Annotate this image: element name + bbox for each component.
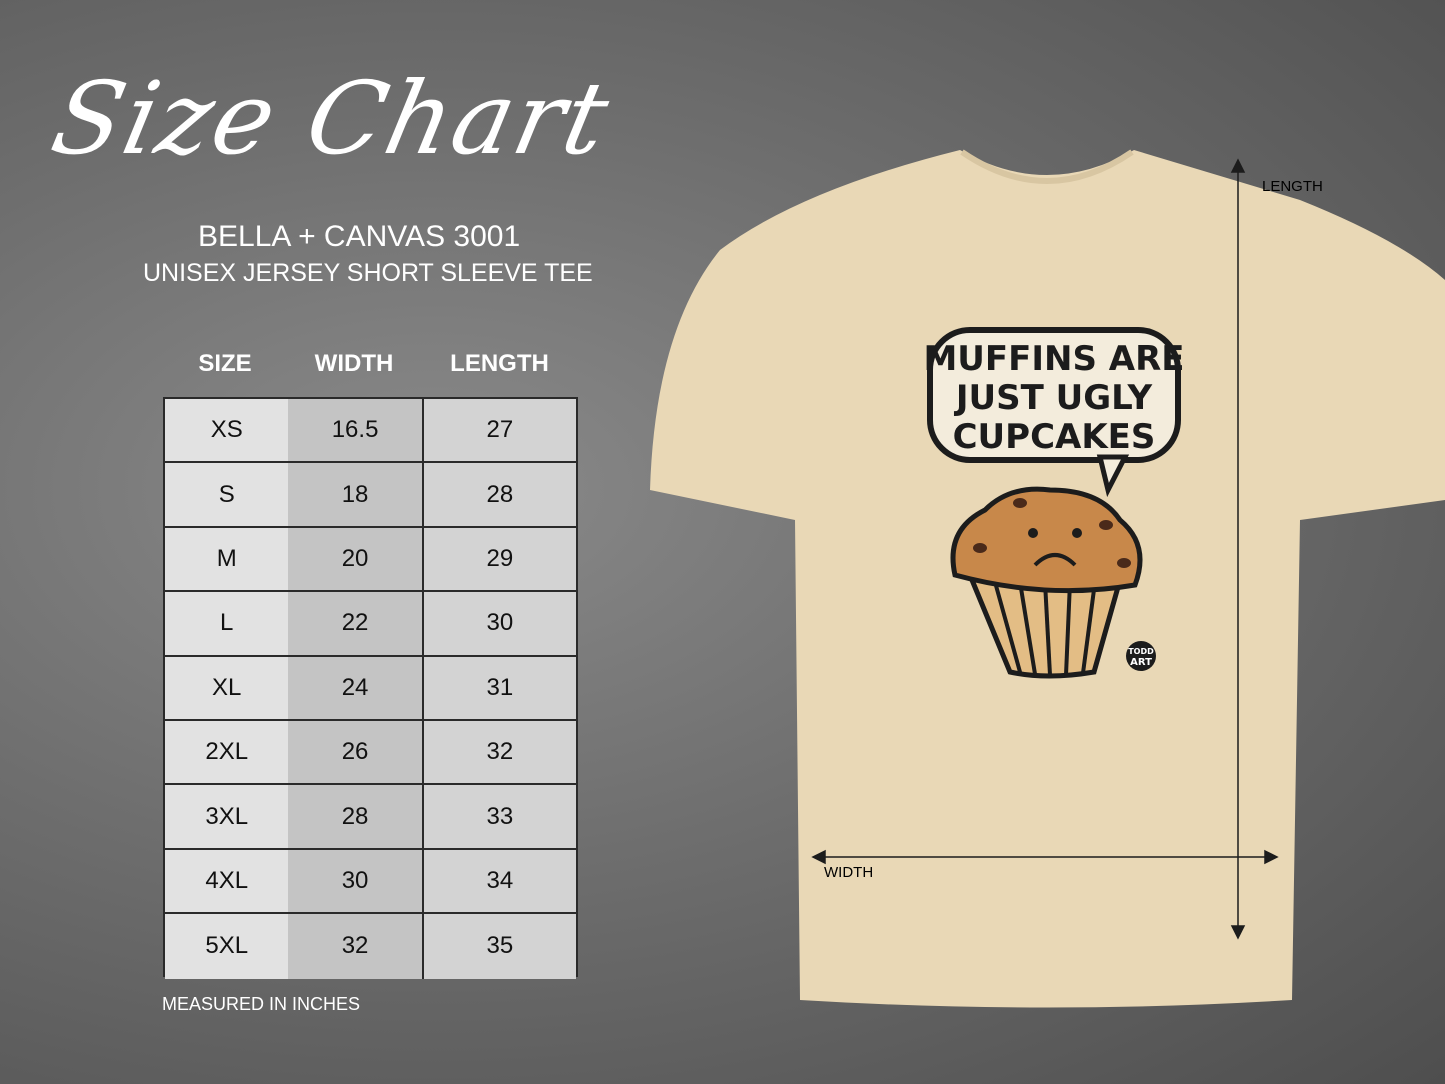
units-note: MEASURED IN INCHES xyxy=(162,994,361,1014)
size-cell: M xyxy=(165,527,289,591)
size-table: XS 16.5 27 S 18 28 M 20 29 L 22 30 XL 24 31 2XL 26 32 3XL 2… xyxy=(163,397,578,979)
length-cell: 31 xyxy=(423,656,576,719)
length-cell: 32 xyxy=(423,721,576,784)
length-cell: 29 xyxy=(423,527,576,591)
width-cell: 32 xyxy=(288,914,424,979)
design-text-line-2: JUST UGLY xyxy=(954,378,1153,418)
size-cell: XS xyxy=(165,399,289,462)
brand-model: BELLA + CANVAS 3001 xyxy=(198,220,521,253)
muffin-illustration xyxy=(950,486,1143,679)
table-row: L 22 30 xyxy=(165,592,576,657)
width-cell: 24 xyxy=(288,656,424,719)
table-row: 2XL 26 32 xyxy=(165,721,576,786)
column-header-length: LENGTH xyxy=(450,350,549,377)
length-cell: 34 xyxy=(423,849,576,913)
length-label: LENGTH xyxy=(1262,178,1323,195)
svg-text:ART: ART xyxy=(1130,657,1152,668)
width-cell: 28 xyxy=(288,785,424,848)
table-row: 5XL 32 35 xyxy=(165,914,576,979)
length-cell: 30 xyxy=(423,592,576,655)
table-row: XL 24 31 xyxy=(165,656,576,721)
length-cell: 35 xyxy=(423,914,576,979)
table-row: 4XL 30 34 xyxy=(165,849,576,915)
size-cell: 5XL xyxy=(165,914,289,979)
svg-text:TODD: TODD xyxy=(1128,647,1154,656)
width-cell: 30 xyxy=(288,849,424,913)
todd-art-logo xyxy=(1126,641,1156,671)
length-cell: 28 xyxy=(423,463,576,526)
width-cell: 18 xyxy=(288,463,424,526)
collar xyxy=(960,149,1134,184)
table-row: 3XL 28 33 xyxy=(165,785,576,850)
width-cell: 22 xyxy=(288,592,424,655)
length-cell: 27 xyxy=(423,399,576,462)
size-cell: XL xyxy=(165,656,289,719)
size-cell: 3XL xyxy=(165,785,289,848)
width-cell: 16.5 xyxy=(288,399,424,462)
width-cell: 20 xyxy=(288,527,424,591)
column-header-width: WIDTH xyxy=(314,350,394,377)
column-header-size: SIZE xyxy=(198,350,252,377)
size-cell: 4XL xyxy=(165,849,289,913)
width-label: WIDTH xyxy=(824,864,873,881)
table-row: S 18 28 xyxy=(165,463,576,528)
size-cell: L xyxy=(165,592,289,655)
size-cell: S xyxy=(165,463,289,526)
speech-bubble xyxy=(927,327,1181,498)
table-row: XS 16.5 27 xyxy=(165,399,576,464)
design-text-line-3: CUPCAKES xyxy=(953,417,1156,457)
width-arrow xyxy=(811,849,1279,865)
product-subtitle: UNISEX JERSEY SHORT SLEEVE TEE xyxy=(143,259,593,287)
length-arrow xyxy=(1230,158,1246,940)
size-cell: 2XL xyxy=(165,721,289,784)
table-row: M 20 29 xyxy=(165,527,576,593)
design-text-line-1: MUFFINS ARE xyxy=(923,339,1184,379)
length-cell: 33 xyxy=(423,785,576,848)
width-cell: 26 xyxy=(288,721,424,784)
